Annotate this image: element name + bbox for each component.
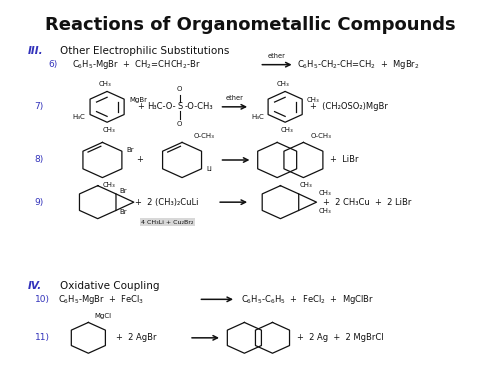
Text: O: O xyxy=(177,122,182,128)
Text: CH₃: CH₃ xyxy=(319,190,332,196)
Text: 4 CH₃Li + Cu₂Br₂: 4 CH₃Li + Cu₂Br₂ xyxy=(142,220,194,225)
Text: Br: Br xyxy=(126,147,134,153)
Text: CH₃: CH₃ xyxy=(103,127,116,133)
Text: +  2 Ag  +  2 MgBrCl: + 2 Ag + 2 MgBrCl xyxy=(297,333,384,342)
Text: H₃C-O-: H₃C-O- xyxy=(147,102,176,111)
Text: 10): 10) xyxy=(34,295,50,304)
Text: MgCl: MgCl xyxy=(94,313,112,319)
Text: Reactions of Organometallic Compounds: Reactions of Organometallic Compounds xyxy=(44,16,456,34)
Text: MgBr: MgBr xyxy=(129,97,147,103)
Text: 8): 8) xyxy=(34,156,43,165)
Text: 11): 11) xyxy=(34,333,50,342)
Text: CH₃: CH₃ xyxy=(103,182,116,188)
Text: CH₃: CH₃ xyxy=(276,81,289,87)
Text: Br: Br xyxy=(120,188,128,194)
Text: O-CH₃: O-CH₃ xyxy=(310,133,331,139)
Text: +  2 AgBr: + 2 AgBr xyxy=(116,333,157,342)
Text: CH₃: CH₃ xyxy=(98,81,111,87)
Text: CH₃: CH₃ xyxy=(319,209,332,214)
Text: ether: ether xyxy=(226,95,244,101)
Text: +  2 CH₃Cu  +  2 LiBr: + 2 CH₃Cu + 2 LiBr xyxy=(322,198,411,207)
Text: Br: Br xyxy=(120,209,128,215)
Text: C$_6$H$_5$-MgBr  +  FeCl$_3$: C$_6$H$_5$-MgBr + FeCl$_3$ xyxy=(58,293,144,306)
Text: 7): 7) xyxy=(34,102,43,111)
Text: IV.: IV. xyxy=(28,281,42,291)
Text: O-CH₃: O-CH₃ xyxy=(194,133,214,139)
Text: +: + xyxy=(136,156,143,165)
Text: 6): 6) xyxy=(48,60,58,69)
Text: H₃C: H₃C xyxy=(72,114,85,120)
Text: Other Electrophilic Substitutions: Other Electrophilic Substitutions xyxy=(60,46,230,56)
Text: C$_6$H$_5$-MgBr  +  CH$_2$=CHCH$_2$-Br: C$_6$H$_5$-MgBr + CH$_2$=CHCH$_2$-Br xyxy=(72,58,200,71)
Text: +: + xyxy=(138,102,144,111)
Text: III.: III. xyxy=(28,46,43,56)
Text: 9): 9) xyxy=(34,198,43,207)
Text: +  (CH₂OSO₂)MgBr: + (CH₂OSO₂)MgBr xyxy=(310,102,388,111)
Text: +  LiBr: + LiBr xyxy=(330,156,358,165)
Text: CH₃: CH₃ xyxy=(281,127,294,133)
Text: CH₃: CH₃ xyxy=(300,182,312,188)
Text: -O-CH₃: -O-CH₃ xyxy=(184,102,213,111)
Text: ether: ether xyxy=(268,53,286,59)
Text: C$_6$H$_5$-C$_6$H$_5$  +  FeCl$_2$  +  MgClBr: C$_6$H$_5$-C$_6$H$_5$ + FeCl$_2$ + MgClB… xyxy=(240,293,374,306)
Text: CH₃: CH₃ xyxy=(306,97,319,103)
Text: S: S xyxy=(177,102,182,111)
Text: Li: Li xyxy=(206,166,212,172)
Text: H₃C: H₃C xyxy=(252,114,264,120)
Text: C$_6$H$_5$-CH$_2$-CH=CH$_2$  +  MgBr$_2$: C$_6$H$_5$-CH$_2$-CH=CH$_2$ + MgBr$_2$ xyxy=(297,58,420,71)
Text: Oxidative Coupling: Oxidative Coupling xyxy=(60,281,160,291)
Text: O: O xyxy=(177,86,182,92)
Text: +  2 (CH₃)₂CuLi: + 2 (CH₃)₂CuLi xyxy=(135,198,198,207)
